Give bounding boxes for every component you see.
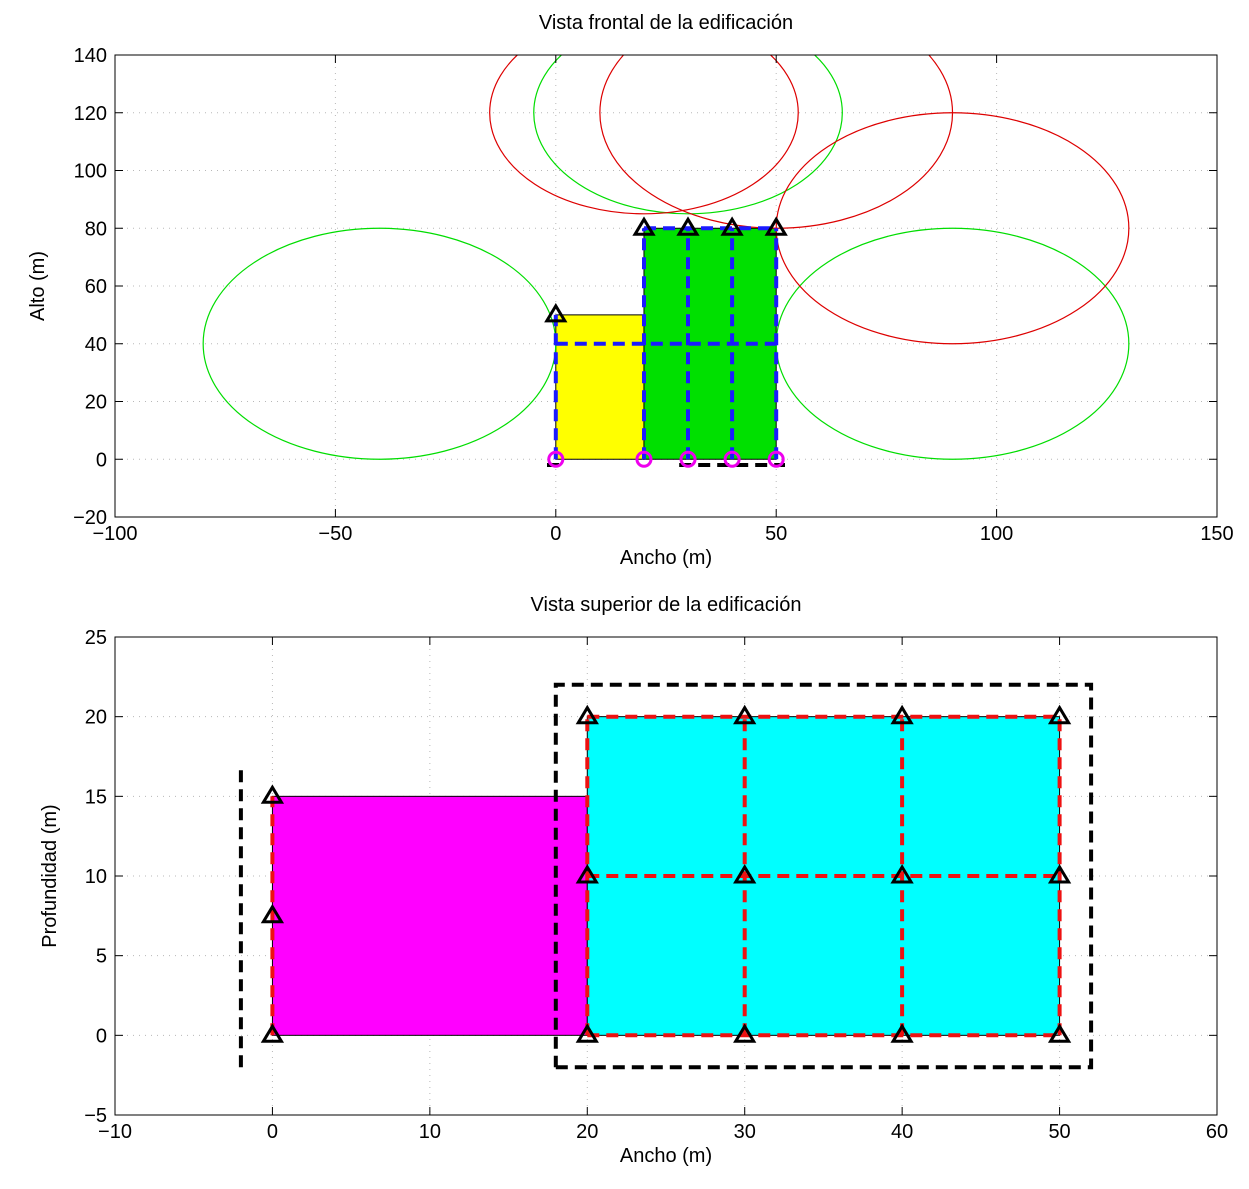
front-view-triangle-marker-2 <box>676 216 700 236</box>
top-view-triangle-marker-8 <box>733 704 757 725</box>
top-view-x-tick-label-1: 0 <box>267 1121 278 1143</box>
top-view-triangle-marker-14 <box>1047 704 1072 725</box>
top-view-dashed-line-1 <box>553 682 1094 1070</box>
front-view-curve-2 <box>533 55 843 215</box>
front-view-x-tick-label-0: −100 <box>92 523 137 545</box>
front-view-y-tick-label-2: 20 <box>85 392 107 414</box>
top-view-y-tick-label-6: 25 <box>85 627 107 649</box>
front-view-circle-marker-1 <box>635 450 653 468</box>
top-view-y-tick-label-0: −5 <box>84 1105 107 1127</box>
front-view-circle-marker-3 <box>723 450 741 468</box>
top-view-x-tick-label-0: −10 <box>98 1121 132 1143</box>
top-view-triangle-marker-7 <box>733 864 757 884</box>
front-view-x-axis-label: Ancho (m) <box>620 547 712 569</box>
front-view-circle-marker-2 <box>679 450 697 468</box>
front-view-curve-5 <box>775 112 1130 345</box>
top-view-triangle-marker-5 <box>575 704 599 725</box>
top-view-y-tick-label-2: 5 <box>96 946 107 968</box>
front-view-y-tick-label-3: 40 <box>85 334 107 356</box>
front-view-y-tick-label-1: 0 <box>96 449 107 471</box>
top-view-triangle-marker-0 <box>260 1023 285 1043</box>
front-view-x-tick-label-2: 0 <box>550 523 561 545</box>
top-view-x-tick-label-7: 60 <box>1206 1121 1228 1143</box>
top-view-triangle-marker-3 <box>575 1023 599 1043</box>
front-view-y-tick-label-6: 100 <box>74 161 107 183</box>
top-view-plot-area: −10 0 10 20 30 40 50 60 −5 0 5 10 15 20 25 <box>84 627 1228 1143</box>
front-view-curve-3 <box>489 55 799 215</box>
top-view-triangle-marker-1 <box>260 903 285 924</box>
front-view-x-tick-label-5: 150 <box>1200 523 1233 545</box>
front-view-triangle-marker-4 <box>764 216 788 236</box>
top-view-triangle-marker-10 <box>890 864 914 884</box>
front-view-y-tick-label-4: 60 <box>85 276 107 298</box>
top-view-triangle-marker-6 <box>733 1023 757 1043</box>
front-view-circle-marker-0 <box>547 450 565 468</box>
front-view-triangle-marker-3 <box>720 216 744 236</box>
top-view-y-tick-label-4: 15 <box>85 786 107 808</box>
top-view-triangle-marker-9 <box>890 1023 914 1043</box>
front-view-y-tick-label-8: 140 <box>74 45 107 67</box>
top-view-triangle-marker-4 <box>575 864 599 884</box>
top-view-y-tick-label-1: 0 <box>96 1025 107 1047</box>
front-view-x-tick-label-3: 50 <box>765 523 787 545</box>
front-view-chart: −100 −50 0 50 100 150 −20 0 20 40 60 80 100 120 140 Vis… <box>27 12 1234 569</box>
top-view-x-tick-label-4: 30 <box>734 1121 756 1143</box>
front-view-y-axis-label: Alto (m) <box>27 251 49 321</box>
top-view-x-tick-label-3: 20 <box>576 1121 598 1143</box>
front-view-y-tick-label-7: 120 <box>74 103 107 125</box>
top-view-chart: −10 0 10 20 30 40 50 60 −5 0 5 10 15 20 25 Vista superi… <box>39 594 1228 1167</box>
top-view-block-0 <box>271 795 588 1036</box>
front-view-x-tick-label-4: 100 <box>980 523 1013 545</box>
front-view-y-tick-label-5: 80 <box>85 218 107 240</box>
front-view-title: Vista frontal de la edificación <box>539 12 793 34</box>
top-view-x-axis-label: Ancho (m) <box>620 1145 712 1167</box>
top-view-x-tick-label-2: 10 <box>419 1121 441 1143</box>
front-view-triangle-marker-0 <box>544 302 568 323</box>
top-view-triangle-marker-2 <box>260 784 285 804</box>
top-view-triangle-marker-12 <box>1047 1023 1072 1043</box>
top-view-title: Vista superior de la edificación <box>531 594 802 616</box>
top-view-x-tick-label-5: 40 <box>891 1121 913 1143</box>
top-view-y-axis-label: Profundidad (m) <box>39 804 61 947</box>
front-view-circle-marker-4 <box>767 450 785 468</box>
top-view-triangle-marker-13 <box>1047 864 1072 884</box>
front-view-triangle-marker-1 <box>632 216 656 236</box>
top-view-y-tick-label-3: 10 <box>85 866 107 888</box>
front-view-y-tick-label-0: −20 <box>73 507 107 529</box>
top-view-triangle-marker-11 <box>890 704 914 725</box>
front-view-x-tick-label-1: −50 <box>318 523 352 545</box>
front-view-block-0 <box>555 314 645 460</box>
front-view-plot-area: −100 −50 0 50 100 150 −20 0 20 40 60 80 100 120 140 <box>73 45 1234 545</box>
top-view-y-tick-label-5: 20 <box>85 707 107 729</box>
top-view-x-tick-label-6: 50 <box>1048 1121 1070 1143</box>
